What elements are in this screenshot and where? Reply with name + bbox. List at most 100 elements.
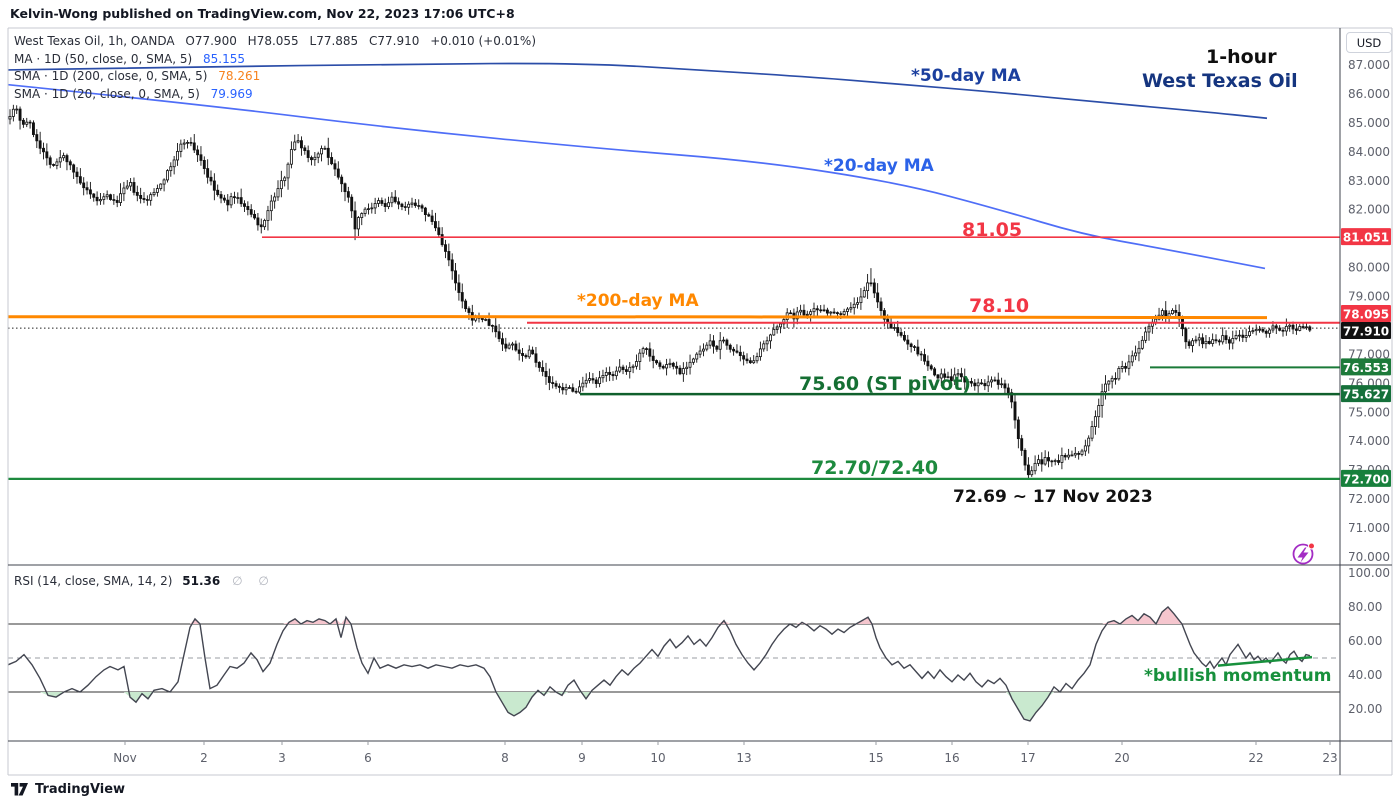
candle-up — [1211, 339, 1215, 344]
legend-symbol-row[interactable]: West Texas Oil, 1h, OANDA O77.900 H78.05… — [14, 33, 543, 51]
legend-sma20-row[interactable]: SMA · 1D (20, close, 0, SMA, 5) 79.969 — [14, 86, 543, 104]
candle-down — [500, 338, 504, 345]
candle-down — [480, 317, 484, 320]
candle-up — [55, 161, 59, 166]
candle-up — [698, 350, 702, 355]
candle-down — [1301, 326, 1305, 328]
rsi-line — [8, 606, 1311, 722]
candle-up — [8, 116, 12, 120]
candle-down — [427, 214, 431, 217]
candle-up — [366, 208, 370, 210]
candle-down — [52, 164, 55, 166]
candle-up — [102, 196, 106, 200]
candle-up — [62, 155, 66, 159]
candle-up — [1238, 334, 1241, 337]
candle-down — [226, 199, 230, 206]
candle-down — [1013, 401, 1017, 421]
candle-down — [943, 373, 947, 378]
candle-down — [18, 108, 22, 121]
candle-up — [1268, 329, 1272, 334]
main-pane[interactable] — [8, 62, 1340, 480]
candle-down — [1006, 387, 1010, 394]
label-20day-ma[interactable]: *20-day MA — [824, 156, 934, 176]
rsi-legend-row[interactable]: RSI (14, close, SMA, 14, 2) 51.36 ∅ ∅ — [14, 574, 275, 588]
candle-up — [182, 142, 186, 145]
legend-ma50-row[interactable]: MA · 1D (50, close, 0, SMA, 5) 85.155 — [14, 51, 543, 69]
price-badge-text: 81.051 — [1343, 231, 1389, 245]
candle-up — [390, 196, 394, 204]
candle-down — [661, 366, 665, 369]
chart-legend: West Texas Oil, 1h, OANDA O77.900 H78.05… — [14, 33, 543, 103]
candle-down — [1278, 327, 1282, 331]
candle-down — [544, 371, 548, 377]
candle-up — [356, 217, 360, 230]
price-tick: 83.000 — [1348, 174, 1390, 188]
candle-up — [762, 343, 766, 350]
candle-up — [266, 210, 270, 221]
candle-down — [973, 382, 977, 387]
candle-down — [996, 379, 1000, 385]
label-200day-ma[interactable]: *200-day MA — [577, 291, 699, 311]
candle-down — [1114, 377, 1117, 380]
candle-down — [919, 353, 923, 356]
rsi-support-trendline[interactable] — [1217, 655, 1313, 667]
candle-up — [1053, 460, 1057, 462]
candle-up — [1127, 361, 1131, 369]
candle-up — [1000, 383, 1004, 386]
flash-icon-bolt — [1297, 547, 1309, 563]
rsi-tick: 60.00 — [1348, 634, 1382, 648]
legend-sma200-row[interactable]: SMA · 1D (200, close, 0, SMA, 5) 78.261 — [14, 68, 543, 86]
candle-up — [681, 368, 685, 375]
candle-down — [310, 157, 313, 161]
candle-up — [99, 199, 102, 202]
label-50day-ma[interactable]: *50-day MA — [911, 66, 1021, 86]
tradingview-logo-text: TradingView — [35, 782, 126, 797]
rsi-label: RSI (14, close, SMA, 14, 2) — [14, 574, 173, 588]
label-st-pivot[interactable]: 75.60 (ST pivot) — [799, 373, 971, 395]
price-badge-text: 72.700 — [1343, 472, 1389, 486]
candle-down — [1047, 457, 1050, 462]
candle-down — [1057, 460, 1060, 463]
candle-down — [926, 360, 930, 367]
candle-up — [269, 200, 273, 212]
flash-action-icon[interactable] — [1292, 542, 1315, 565]
label-81-05[interactable]: 81.05 — [962, 219, 1023, 241]
candle-up — [1083, 445, 1087, 452]
candle-up — [320, 148, 323, 155]
candle-down — [303, 147, 307, 152]
candle-up — [939, 373, 943, 379]
candle-down — [748, 360, 752, 364]
candle-down — [675, 365, 679, 369]
candle-up — [1191, 340, 1194, 347]
label-78-10[interactable]: 78.10 — [969, 295, 1030, 317]
candle-down — [608, 371, 612, 375]
candle-up — [169, 166, 173, 172]
candle-down — [32, 122, 35, 135]
tradingview-footer-logo[interactable]: TradingView — [10, 782, 125, 797]
candle-down — [189, 142, 193, 144]
candle-up — [129, 182, 133, 187]
price-tick: 80.000 — [1348, 261, 1390, 275]
rsi-hidden-values: ∅ ∅ — [232, 574, 275, 588]
candle-down — [916, 346, 920, 355]
candle-down — [876, 292, 880, 303]
candle-down — [336, 168, 340, 178]
label-symbol[interactable]: West Texas Oil — [1142, 70, 1298, 92]
candle-up — [956, 373, 960, 376]
candle-down — [882, 310, 886, 320]
candle-up — [1194, 339, 1198, 342]
price-badge-text: 78.095 — [1343, 308, 1389, 322]
candle-up — [1030, 470, 1034, 476]
label-72-70[interactable]: 72.70/72.40 — [811, 457, 939, 479]
candle-up — [1140, 339, 1144, 349]
label-low-date[interactable]: 72.69 ~ 17 Nov 2023 — [953, 487, 1153, 507]
candle-down — [1016, 419, 1020, 440]
label-timeframe[interactable]: 1-hour — [1206, 46, 1277, 68]
label-bullish-momentum[interactable]: *bullish momentum — [1144, 666, 1332, 686]
rsi-pane[interactable] — [8, 606, 1340, 722]
price-tick: 71.000 — [1348, 521, 1390, 535]
candle-up — [1137, 347, 1141, 354]
candle-up — [484, 319, 488, 321]
currency-button[interactable]: USD — [1346, 32, 1392, 53]
